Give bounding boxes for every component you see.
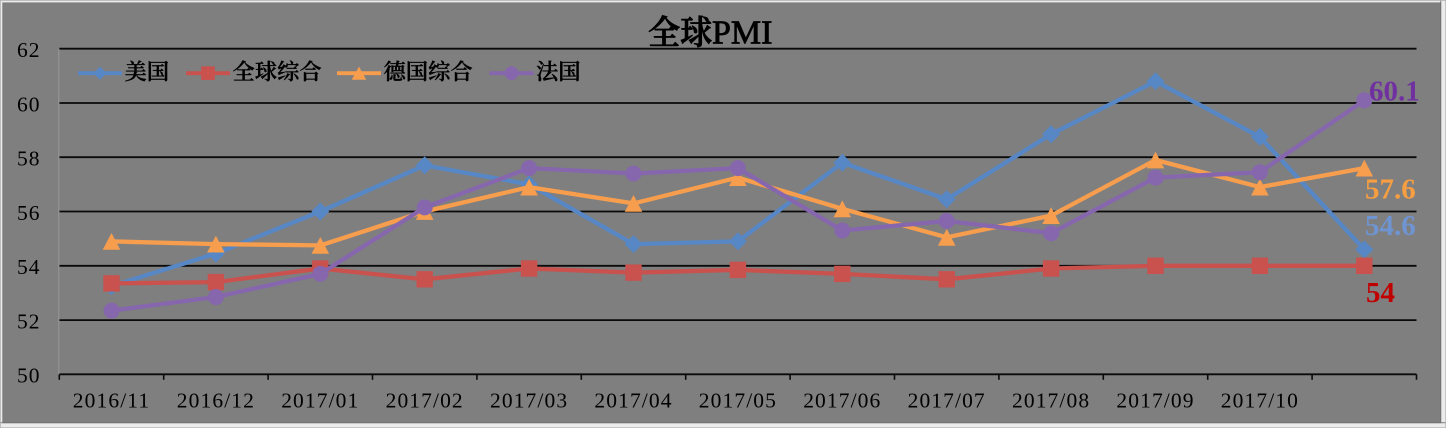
- svg-text:2017/01: 2017/01: [281, 389, 359, 413]
- svg-text:2017/02: 2017/02: [386, 389, 464, 413]
- svg-text:52: 52: [17, 309, 41, 333]
- svg-text:62: 62: [17, 38, 41, 62]
- svg-text:2017/09: 2017/09: [1116, 389, 1194, 413]
- svg-text:2017/05: 2017/05: [699, 389, 777, 413]
- svg-text:60: 60: [17, 92, 41, 116]
- svg-text:2016/12: 2016/12: [177, 389, 255, 413]
- svg-text:54: 54: [17, 255, 41, 279]
- svg-text:54: 54: [1366, 277, 1395, 309]
- svg-text:2017/04: 2017/04: [594, 389, 672, 413]
- svg-text:2017/08: 2017/08: [1012, 389, 1090, 413]
- svg-text:2017/03: 2017/03: [490, 389, 568, 413]
- svg-text:57.6: 57.6: [1365, 174, 1416, 206]
- svg-text:56: 56: [17, 201, 41, 225]
- svg-text:60.1: 60.1: [1369, 76, 1420, 108]
- svg-text:50: 50: [17, 364, 41, 388]
- svg-text:2017/07: 2017/07: [908, 389, 986, 413]
- svg-text:2017/10: 2017/10: [1221, 389, 1299, 413]
- svg-text:PMI: PMI: [712, 14, 772, 51]
- svg-text:58: 58: [17, 147, 41, 171]
- svg-text:54.6: 54.6: [1365, 210, 1416, 242]
- svg-text:2016/11: 2016/11: [73, 389, 150, 413]
- svg-text:2017/06: 2017/06: [803, 389, 881, 413]
